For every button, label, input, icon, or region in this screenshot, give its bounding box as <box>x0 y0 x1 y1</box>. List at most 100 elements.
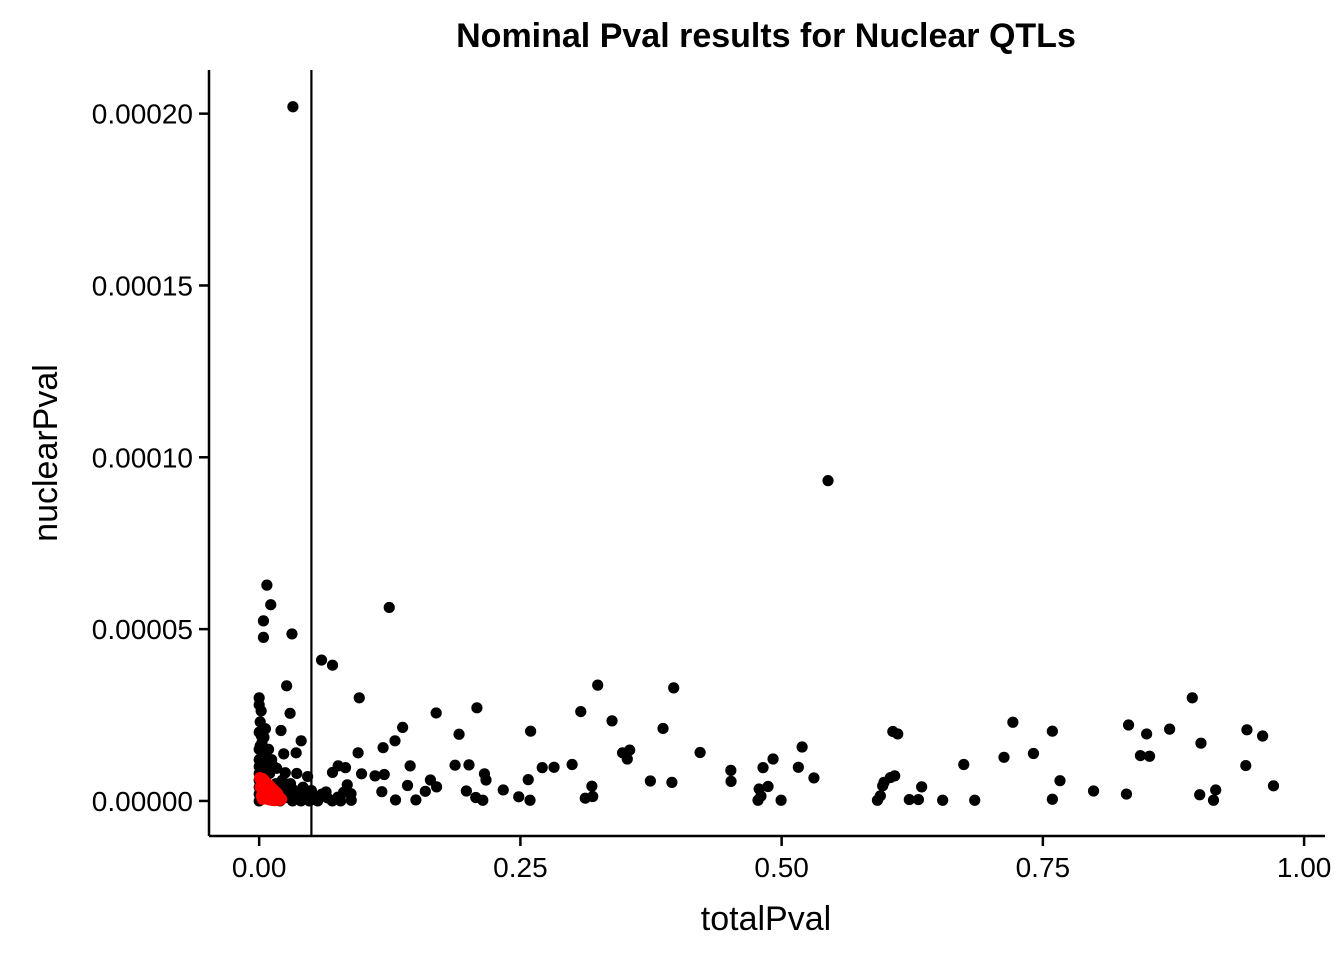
data-point-21 <box>575 706 586 717</box>
data-point-57 <box>622 753 633 764</box>
data-point-107 <box>461 785 472 796</box>
data-point-29 <box>1241 724 1252 735</box>
data-point-2 <box>261 580 272 591</box>
y-axis-title: nuclearPval <box>27 364 65 542</box>
data-point-58 <box>767 753 778 764</box>
data-point-73 <box>958 759 969 770</box>
data-point-8 <box>316 654 327 665</box>
data-point-85 <box>645 775 656 786</box>
data-point-68 <box>537 762 548 773</box>
data-point-74 <box>1240 760 1251 771</box>
data-point-112 <box>1088 785 1099 796</box>
data-point-31 <box>397 722 408 733</box>
data-point-25 <box>1047 726 1058 737</box>
data-point-23 <box>657 723 668 734</box>
highlight-point-47 <box>274 795 285 806</box>
data-point-124 <box>477 795 488 806</box>
data-point-136 <box>1208 795 1219 806</box>
data-point-92 <box>1054 775 1065 786</box>
data-point-30 <box>1257 730 1268 741</box>
data-point-81 <box>725 765 736 776</box>
y-tick-label-3: 0.00015 <box>92 270 193 301</box>
data-point-169 <box>260 723 271 734</box>
data-point-170 <box>255 740 266 751</box>
data-point-86 <box>666 777 677 788</box>
data-point-35 <box>892 728 903 739</box>
data-point-59 <box>998 752 1009 763</box>
data-point-11 <box>592 680 603 691</box>
data-point-126 <box>524 795 535 806</box>
data-point-100 <box>916 781 927 792</box>
data-point-84 <box>523 774 534 785</box>
data-point-41 <box>389 735 400 746</box>
data-point-122 <box>410 794 421 805</box>
data-point-50 <box>797 741 808 752</box>
data-point-40 <box>296 735 307 746</box>
data-point-129 <box>776 795 787 806</box>
data-point-20 <box>471 702 482 713</box>
data-point-1 <box>822 475 833 486</box>
data-point-26 <box>1123 719 1134 730</box>
data-point-52 <box>1195 738 1206 749</box>
data-point-134 <box>969 795 980 806</box>
data-point-12 <box>668 682 679 693</box>
data-point-133 <box>937 795 948 806</box>
data-point-5 <box>258 615 269 626</box>
data-point-45 <box>278 748 289 759</box>
data-point-130 <box>872 795 883 806</box>
x-tick-label-2: 0.50 <box>754 852 809 883</box>
x-tick-label-1: 0.25 <box>493 852 548 883</box>
data-point-95 <box>431 781 442 792</box>
data-point-66 <box>449 760 460 771</box>
data-point-83 <box>480 774 491 785</box>
data-point-14 <box>354 692 365 703</box>
data-point-132 <box>913 794 924 805</box>
y-tick-label-2: 0.00010 <box>92 442 193 473</box>
data-point-114 <box>1194 789 1205 800</box>
x-tick-label-4: 1.00 <box>1277 852 1332 883</box>
data-point-6 <box>258 632 269 643</box>
data-point-32 <box>453 729 464 740</box>
data-point-91 <box>889 770 900 781</box>
data-point-9 <box>327 660 338 671</box>
x-axis-title: totalPval <box>701 900 831 938</box>
data-point-18 <box>284 708 295 719</box>
data-point-43 <box>353 747 364 758</box>
data-point-115 <box>1210 784 1221 795</box>
data-point-177 <box>260 751 271 762</box>
data-point-49 <box>695 747 706 758</box>
data-point-135 <box>1047 794 1058 805</box>
data-point-46 <box>291 747 302 758</box>
data-point-94 <box>402 780 413 791</box>
y-axis-ticks: 0.00000 0.00005 0.00010 0.00015 0.00020 <box>92 99 209 817</box>
data-point-120 <box>346 795 357 806</box>
data-point-15 <box>1187 692 1198 703</box>
data-point-125 <box>513 791 524 802</box>
data-point-42 <box>377 742 388 753</box>
data-point-106 <box>420 786 431 797</box>
data-point-19 <box>431 707 442 718</box>
data-point-28 <box>1164 724 1175 735</box>
data-point-156 <box>291 768 302 779</box>
data-point-99 <box>877 780 888 791</box>
data-point-88 <box>808 772 819 783</box>
data-point-79 <box>379 769 390 780</box>
data-point-105 <box>376 786 387 797</box>
data-point-71 <box>757 762 768 773</box>
data-point-33 <box>525 726 536 737</box>
data-point-24 <box>1007 717 1018 728</box>
data-point-7 <box>286 628 297 639</box>
chart-title: Nominal Pval results for Nuclear QTLs <box>456 17 1076 55</box>
data-point-113 <box>1121 788 1132 799</box>
data-point-3 <box>265 599 276 610</box>
data-point-65 <box>405 760 416 771</box>
data-point-17 <box>256 705 267 716</box>
data-point-27 <box>1141 728 1152 739</box>
x-axis-ticks: 0.00 0.25 0.50 0.75 1.00 <box>232 836 1331 883</box>
y-tick-label-1: 0.00005 <box>92 614 193 645</box>
x-tick-label-3: 0.75 <box>1016 852 1071 883</box>
data-point-164 <box>316 788 327 799</box>
data-point-174 <box>268 761 279 772</box>
data-point-0 <box>287 101 298 112</box>
